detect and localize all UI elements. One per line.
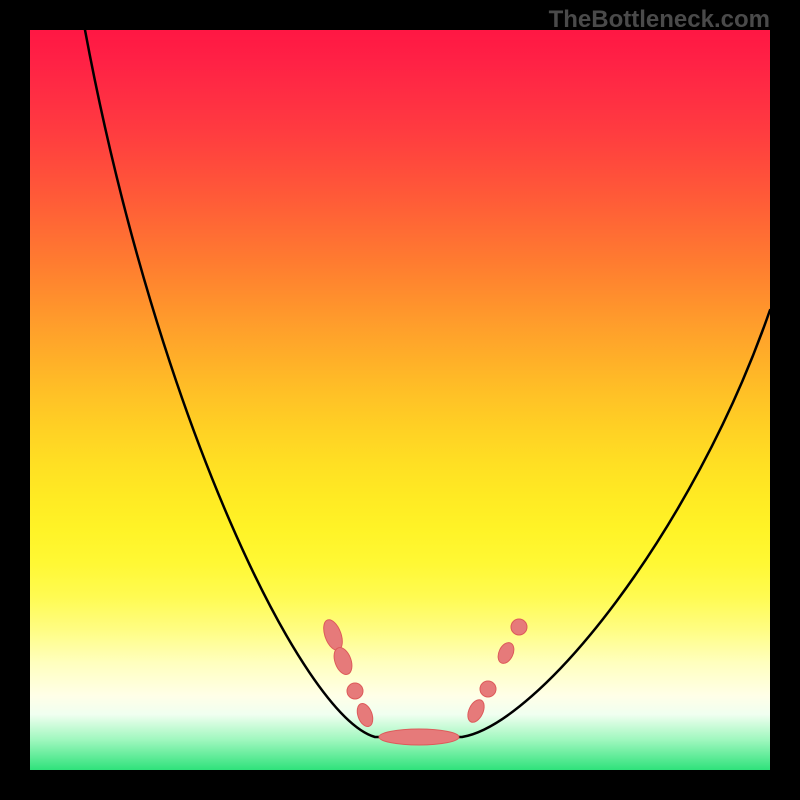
- data-bead: [480, 681, 496, 697]
- data-bead: [465, 697, 488, 725]
- watermark-text: TheBottleneck.com: [549, 6, 770, 34]
- beads-group: [320, 617, 527, 745]
- data-bead: [347, 683, 363, 699]
- data-bead: [320, 617, 346, 653]
- v-curve: [85, 30, 770, 737]
- data-bead: [511, 619, 527, 635]
- data-bead: [354, 701, 375, 728]
- plot-area: [30, 30, 770, 770]
- data-bead: [495, 640, 517, 666]
- data-bead: [379, 729, 459, 745]
- curve-overlay: [30, 30, 770, 770]
